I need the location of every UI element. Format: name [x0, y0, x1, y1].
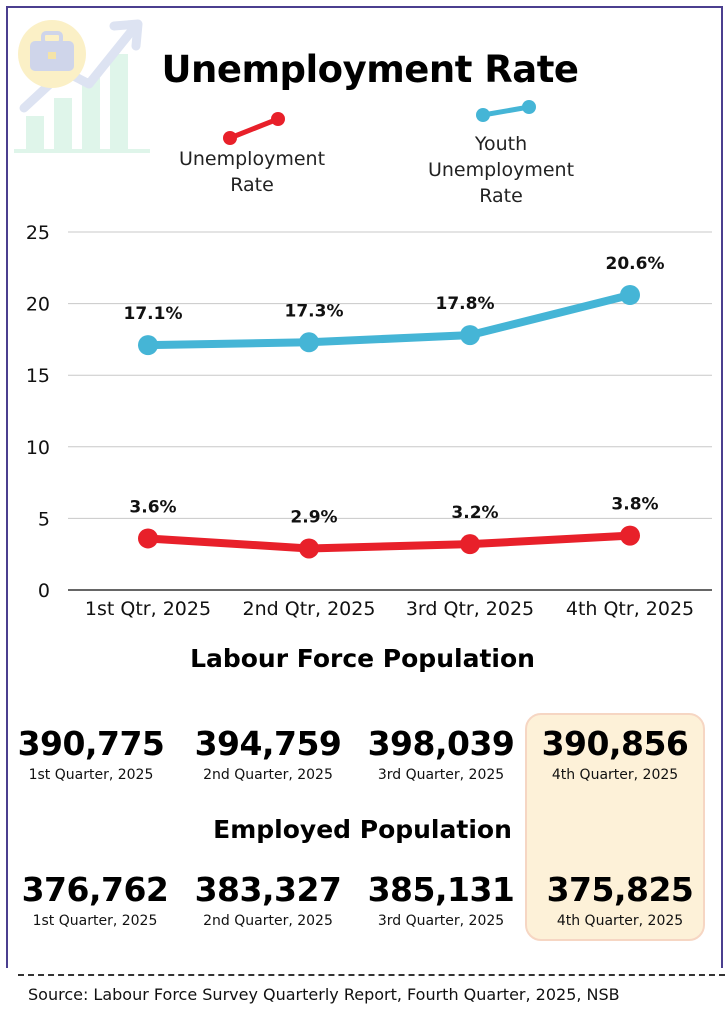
x-tick-label: 4th Qtr, 2025 [566, 598, 694, 620]
stat-value: 390,775 [17, 724, 165, 763]
x-tick-label: 1st Qtr, 2025 [85, 598, 211, 620]
labour-force-title: Labour Force Population [190, 644, 535, 673]
data-point [299, 538, 319, 559]
stat-label: 3rd Quarter, 2025 [377, 913, 505, 929]
source-note: Source: Labour Force Survey Quarterly Re… [28, 985, 620, 1004]
data-label: 3.6% [129, 497, 176, 517]
labour_force-stat-q4: 390,856 4th Quarter, 2025 [530, 724, 700, 784]
line-chart: 0 5 10 15 20 25 1st Qtr, 2025 2nd Qtr, 2025 3rd … [26, 222, 712, 620]
legend-marker-red [223, 112, 285, 145]
data-label: 17.1% [124, 304, 183, 324]
legend-unemployment: Unemployment Rate [162, 110, 342, 198]
legend-youth: Youth Unemployment Rate [411, 95, 591, 209]
y-tick-label: 15 [26, 365, 50, 387]
briefcase-growth-chart-icon [14, 19, 150, 153]
y-tick-label: 20 [26, 294, 50, 316]
stat-value: 398,039 [367, 724, 515, 763]
data-point [138, 528, 158, 549]
data-point [620, 525, 640, 546]
data-label: 17.3% [285, 301, 344, 321]
data-label: 3.8% [611, 495, 658, 515]
employed-stat-q4: 375,825 4th Quarter, 2025 [535, 870, 705, 930]
q4-highlight-box [525, 713, 705, 941]
series-line-unemployment [144, 531, 634, 553]
legend-label-line: Unemployment [178, 148, 326, 170]
labour_force-stat-q1: 390,775 1st Quarter, 2025 [6, 724, 176, 784]
stat-value: 376,762 [21, 870, 169, 909]
employed-stat-q1: 376,762 1st Quarter, 2025 [10, 870, 180, 930]
data-label: 17.8% [436, 294, 495, 314]
employed-stat-q3: 385,131 3rd Quarter, 2025 [356, 870, 526, 930]
x-tick-label: 2nd Qtr, 2025 [243, 598, 376, 620]
y-tick-label: 5 [38, 508, 50, 530]
stat-label: 4th Quarter, 2025 [556, 913, 684, 929]
data-point [138, 335, 158, 356]
stat-value: 375,825 [546, 870, 694, 909]
legend-label-line: Youth [474, 133, 528, 155]
y-tick-label: 25 [26, 222, 50, 244]
stat-label: 4th Quarter, 2025 [551, 767, 679, 783]
stat-label: 2nd Quarter, 2025 [203, 767, 333, 783]
page-frame [6, 6, 723, 968]
legend-label-line: Rate [479, 185, 523, 207]
source-divider [18, 974, 725, 976]
data-label: 2.9% [290, 507, 337, 527]
data-label: 20.6% [606, 254, 665, 274]
data-label: 3.2% [451, 503, 498, 523]
data-point [460, 325, 480, 346]
employed-stat-q2: 383,327 2nd Quarter, 2025 [183, 870, 353, 930]
stat-value: 394,759 [194, 724, 342, 763]
data-point [620, 285, 640, 306]
data-point [460, 534, 480, 555]
x-tick-label: 3rd Qtr, 2025 [406, 598, 534, 620]
y-tick-label: 0 [38, 580, 50, 602]
employed-title: Employed Population [213, 815, 512, 844]
stat-value: 383,327 [194, 870, 342, 909]
stat-value: 385,131 [367, 870, 515, 909]
legend-marker-blue [476, 100, 536, 122]
legend-label-line: Rate [230, 174, 274, 196]
labour_force-stat-q2: 394,759 2nd Quarter, 2025 [183, 724, 353, 784]
stat-value: 390,856 [541, 724, 689, 763]
y-tick-label: 10 [26, 437, 50, 459]
labour_force-stat-q3: 398,039 3rd Quarter, 2025 [356, 724, 526, 784]
page-title: Unemployment Rate [161, 48, 579, 91]
stat-label: 3rd Quarter, 2025 [377, 767, 505, 783]
series-line-youth [144, 291, 634, 350]
stat-label: 2nd Quarter, 2025 [203, 913, 333, 929]
legend-label-line: Unemployment [427, 159, 575, 181]
stat-label: 1st Quarter, 2025 [28, 767, 154, 783]
data-point [299, 332, 319, 353]
stat-label: 1st Quarter, 2025 [32, 913, 158, 929]
